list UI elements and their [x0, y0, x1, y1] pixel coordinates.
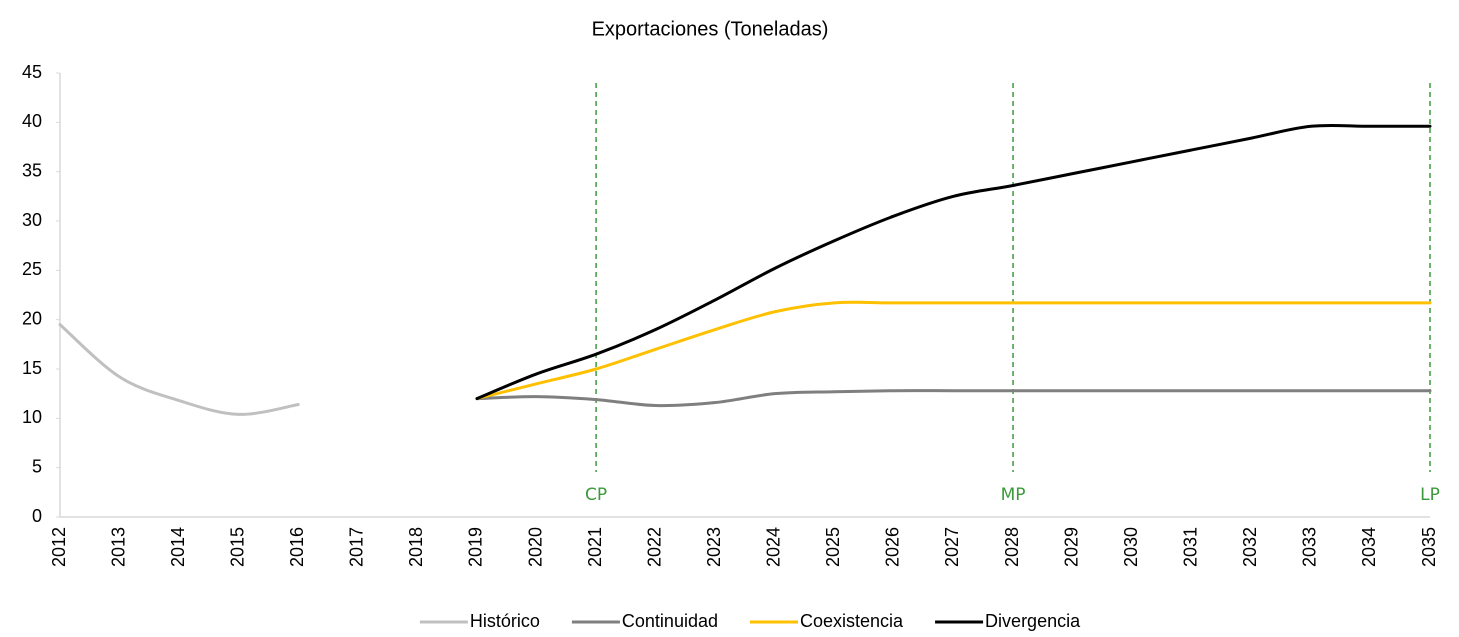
- x-tick-label: 2027: [942, 527, 962, 567]
- x-tick-label: 2019: [466, 527, 486, 567]
- x-tick-label: 2030: [1121, 527, 1141, 567]
- annotation-label: CP: [585, 485, 607, 505]
- x-tick-label: 2026: [883, 527, 903, 567]
- x-tick-label: 2014: [168, 527, 188, 567]
- series-line: [475, 300, 1432, 401]
- y-tick-label: 25: [22, 259, 42, 279]
- x-tick-label: 2012: [49, 527, 69, 567]
- x-tick-label: 2028: [1002, 527, 1022, 567]
- x-tick-label: 2032: [1240, 527, 1260, 567]
- y-tick-label: 45: [22, 62, 42, 82]
- chart-title: Exportaciones (Toneladas): [592, 18, 829, 40]
- x-tick-label: 2033: [1300, 527, 1320, 567]
- y-tick-label: 40: [22, 111, 42, 131]
- y-tick-label: 10: [22, 407, 42, 427]
- y-tick-label: 20: [22, 308, 42, 328]
- x-tick-label: 2022: [644, 527, 664, 567]
- y-tick-label: 0: [32, 506, 42, 526]
- x-tick-label: 2025: [823, 527, 843, 567]
- series-line: [58, 323, 300, 416]
- y-tick-label: 15: [22, 358, 42, 378]
- x-tick-label: 2015: [227, 527, 247, 567]
- legend: Histórico Continuidad Coexistencia Divergen…: [419, 611, 1081, 631]
- annotation-label: LP: [1420, 485, 1440, 505]
- series-line: [475, 389, 1432, 408]
- x-tick-label: 2018: [406, 527, 426, 567]
- x-tick-label: 2017: [347, 527, 367, 567]
- x-tick-label: 2034: [1359, 527, 1379, 567]
- x-tick-label: 2013: [108, 527, 128, 567]
- annotation-label: MP: [1001, 485, 1026, 505]
- series-line: [475, 123, 1432, 401]
- legend-label: Continuidad: [622, 611, 718, 631]
- x-tick-label: 2031: [1180, 527, 1200, 567]
- x-tick-label: 2023: [704, 527, 724, 567]
- x-tick-label: 2024: [764, 527, 784, 567]
- x-tick-label: 2020: [525, 527, 545, 567]
- x-tick-label: 2035: [1419, 527, 1439, 567]
- y-tick-label: 5: [32, 456, 42, 476]
- legend-label: Coexistencia: [800, 611, 904, 631]
- y-tick-label: 35: [22, 160, 42, 180]
- x-tick-label: 2016: [287, 527, 307, 567]
- x-tick-label: 2021: [585, 527, 605, 567]
- legend-label: Histórico: [470, 611, 540, 631]
- y-tick-label: 30: [22, 210, 42, 230]
- x-tick-label: 2029: [1061, 527, 1081, 567]
- legend-label: Divergencia: [985, 611, 1081, 631]
